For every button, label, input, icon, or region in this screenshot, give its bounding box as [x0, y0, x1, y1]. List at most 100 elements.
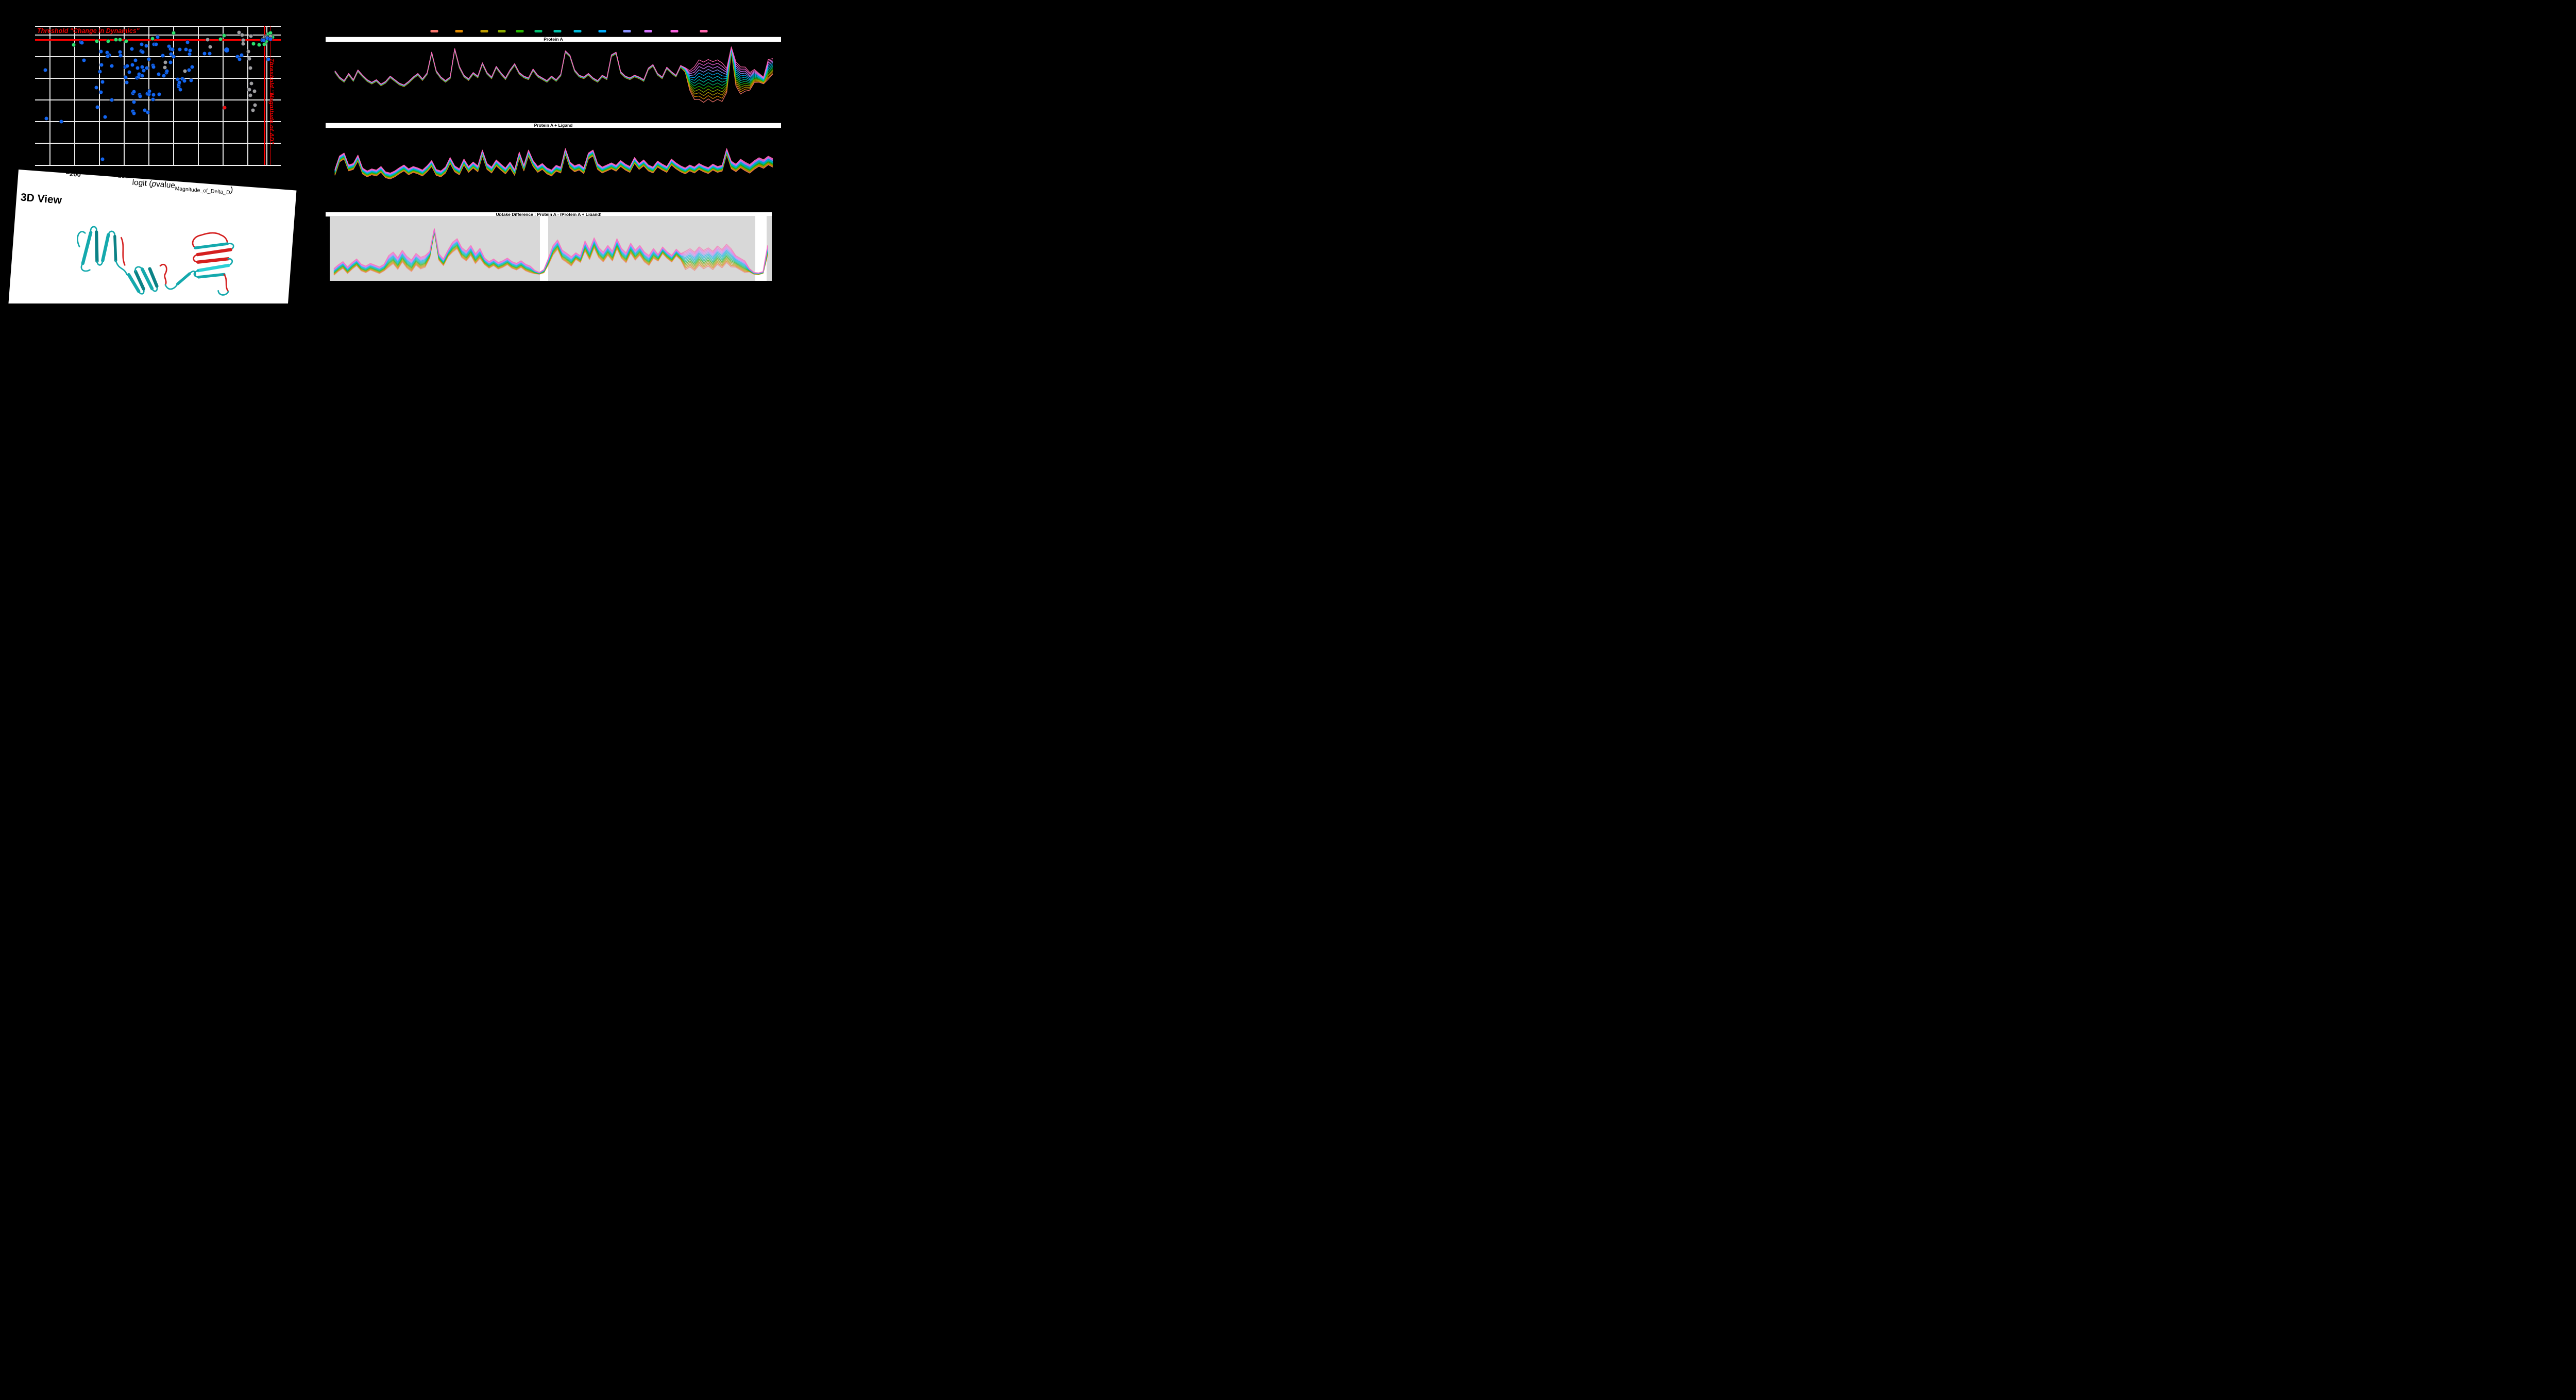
scatter-point-b[interactable]	[177, 80, 181, 85]
scatter-point-g[interactable]	[114, 38, 118, 42]
scatter-point-b[interactable]	[268, 37, 273, 41]
scatter-point-b[interactable]	[180, 77, 184, 81]
scatter-point-b[interactable]	[169, 52, 173, 56]
scatter-point-b[interactable]	[190, 65, 194, 69]
legend-swatch-1[interactable]	[430, 30, 438, 32]
scatter-point-b[interactable]	[44, 116, 48, 121]
scatter-point-b[interactable]	[152, 42, 156, 46]
scatter-point-b[interactable]	[235, 55, 239, 59]
scatter-point-b[interactable]	[123, 65, 127, 69]
scatter-point-b[interactable]	[171, 47, 174, 52]
scatter-point-y[interactable]	[247, 57, 251, 61]
scatter-point-g[interactable]	[172, 31, 176, 35]
scatter-point-b[interactable]	[130, 47, 134, 51]
scatter-point-g[interactable]	[222, 33, 226, 38]
scatter-point-b[interactable]	[127, 70, 131, 74]
scatter-point-b[interactable]	[156, 35, 160, 39]
legend-swatch-11[interactable]	[644, 30, 652, 32]
scatter-point-b[interactable]	[110, 98, 114, 102]
scatter-point-g[interactable]	[218, 37, 223, 41]
scatter-point-b[interactable]	[144, 44, 148, 48]
scatter-point-y[interactable]	[252, 89, 256, 93]
scatter-point-g[interactable]	[266, 32, 270, 36]
scatter-point-b[interactable]	[133, 58, 138, 62]
scatter-point-b[interactable]	[125, 80, 129, 85]
scatter-point-b[interactable]	[130, 63, 134, 67]
scatter-point-b[interactable]	[99, 63, 104, 67]
legend-swatch-2[interactable]	[455, 30, 463, 32]
scatter-point-b[interactable]	[125, 64, 129, 68]
legend-swatch-5[interactable]	[516, 30, 524, 32]
scatter-point-b[interactable]	[167, 44, 171, 48]
scatter-point-b[interactable]	[141, 50, 145, 54]
scatter-point-b[interactable]	[157, 92, 161, 96]
scatter-point-b[interactable]	[182, 79, 186, 83]
scatter-point-b[interactable]	[265, 36, 269, 40]
scatter-point-b[interactable]	[132, 90, 136, 94]
scatter-point-b[interactable]	[124, 75, 128, 79]
scatter-point-b[interactable]	[238, 57, 242, 61]
scatter-point-b[interactable]	[151, 93, 156, 96]
scatter-point-g[interactable]	[118, 38, 122, 42]
scatter-point-b[interactable]	[82, 58, 86, 62]
scatter-point-b[interactable]	[132, 111, 136, 115]
scatter-point-y[interactable]	[240, 33, 244, 37]
scatter-point-b[interactable]	[59, 120, 63, 124]
volcano-plot[interactable]: Threshold "Change in Dynamics" Threshold…	[0, 0, 309, 175]
scatter-point-b[interactable]	[165, 69, 169, 73]
legend-swatch-7[interactable]	[553, 30, 562, 32]
scatter-point-b[interactable]	[140, 42, 143, 46]
scatter-point-b[interactable]	[110, 64, 114, 68]
scatter-point-y[interactable]	[241, 38, 245, 42]
scatter-point-b[interactable]	[131, 91, 135, 95]
legend-swatch-10[interactable]	[623, 30, 631, 32]
scatter-point-b[interactable]	[118, 50, 122, 54]
scatter-point-b[interactable]	[185, 40, 190, 44]
view-3d-panel[interactable]: −200 −100 logit (pvalueMagnitude_of_Delt…	[7, 170, 297, 303]
scatter-point-b[interactable]	[135, 66, 140, 70]
scatter-point-b[interactable]	[188, 52, 192, 56]
scatter-point-b[interactable]	[132, 100, 136, 104]
scatter-point-b[interactable]	[107, 53, 111, 57]
scatter-point-b[interactable]	[94, 86, 98, 90]
scatter-point-b[interactable]	[266, 57, 270, 61]
scatter-point-b[interactable]	[157, 72, 161, 76]
scatter-point-g[interactable]	[72, 43, 76, 47]
scatter-point-g[interactable]	[270, 35, 274, 39]
scatter-point-y[interactable]	[253, 103, 257, 107]
scatter-point-b[interactable]	[168, 60, 173, 64]
scatter-point-b[interactable]	[142, 69, 146, 73]
scatter-point-g[interactable]	[257, 43, 261, 47]
scatter-point-b[interactable]	[105, 50, 109, 55]
scatter-point-b[interactable]	[99, 90, 103, 94]
scatter-point-b[interactable]	[98, 70, 102, 74]
scatter-point-y[interactable]	[206, 38, 210, 42]
scatter-point-b[interactable]	[184, 47, 188, 51]
scatter-point-y[interactable]	[249, 34, 253, 38]
scatter-point-b[interactable]	[80, 41, 84, 44]
scatter-point-g[interactable]	[264, 39, 268, 43]
scatter-point-b[interactable]	[137, 75, 140, 79]
scatter-point-b[interactable]	[189, 78, 193, 82]
scatter-point-b[interactable]	[176, 77, 180, 81]
scatter-point-y[interactable]	[237, 30, 241, 34]
scatter-point-b[interactable]	[100, 80, 105, 84]
scatter-point-b[interactable]	[151, 65, 156, 69]
scatter-point-b[interactable]	[99, 49, 103, 53]
scatter-point-y[interactable]	[246, 49, 250, 54]
scatter-point-b[interactable]	[147, 89, 151, 93]
scatter-point-y[interactable]	[208, 45, 212, 49]
scatter-point-b[interactable]	[177, 82, 181, 87]
scatter-point-b[interactable]	[140, 65, 144, 69]
scatter-point-b[interactable]	[138, 94, 142, 98]
scatter-point-y[interactable]	[249, 81, 253, 85]
protein-ribbon-diagram[interactable]	[52, 216, 252, 302]
scatter-point-g[interactable]	[262, 42, 266, 46]
scatter-point-y[interactable]	[163, 60, 167, 64]
scatter-point-y[interactable]	[247, 88, 251, 91]
legend-swatch-9[interactable]	[598, 30, 606, 32]
scatter-point-g[interactable]	[95, 39, 99, 43]
scatter-point-b[interactable]	[161, 54, 165, 57]
scatter-point-b[interactable]	[202, 52, 207, 56]
scatter-point-b[interactable]	[262, 38, 266, 42]
